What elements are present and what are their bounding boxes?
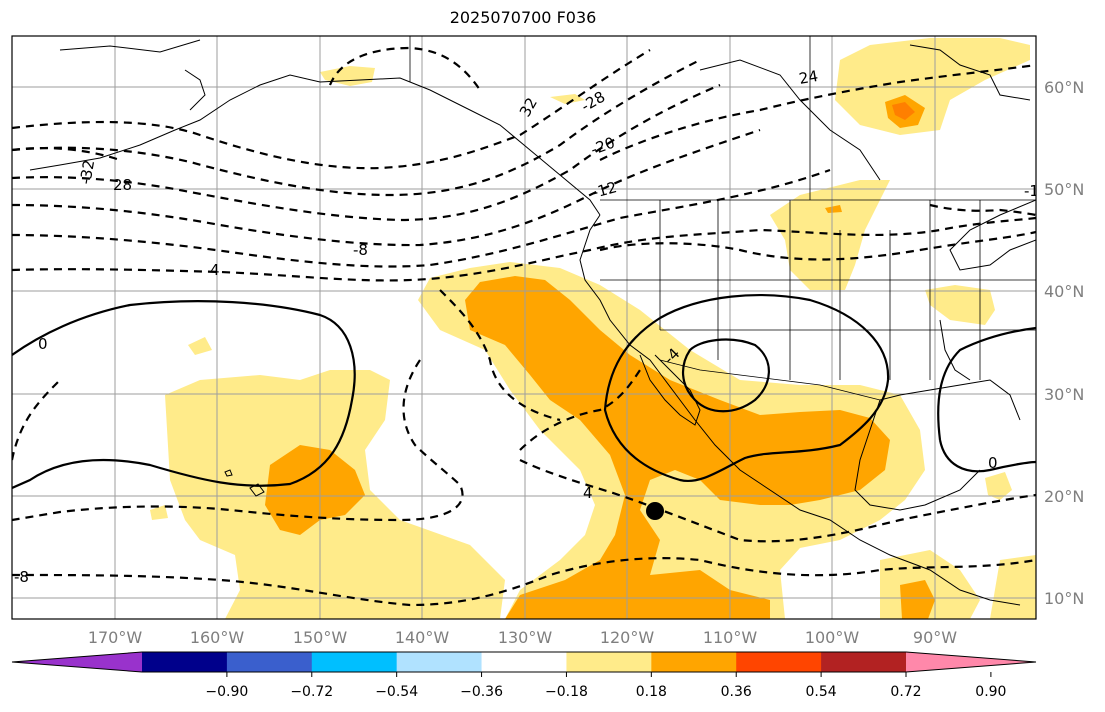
colorbar-segment: [651, 652, 737, 672]
lon-label: 150°W: [293, 628, 348, 647]
contour-label: 4: [583, 484, 593, 502]
lon-label: 90°W: [913, 628, 957, 647]
contour-label: -8: [353, 241, 368, 259]
colorbar-tick-label: 0.72: [890, 684, 921, 700]
storm-position-marker: [646, 502, 664, 520]
lon-label: 160°W: [190, 628, 245, 647]
colorbar-segment: [142, 652, 228, 672]
colorbar-tick-label: 0.90: [975, 684, 1006, 700]
colorbar-tick-label: −0.36: [460, 684, 503, 700]
dashed-contours: [12, 46, 1036, 607]
map-frame: [11, 35, 1037, 620]
colorbar-tick-label: 0.18: [636, 684, 667, 700]
lon-label: 100°W: [805, 628, 860, 647]
longitude-labels: 170°W 160°W 150°W 140°W 130°W 120°W 110°…: [88, 628, 957, 647]
contour-label: 4: [210, 261, 220, 279]
lon-label: 130°W: [498, 628, 553, 647]
colorbar-extend-low: [12, 652, 142, 672]
latitude-labels: 60°N 50°N 40°N 30°N 20°N 10°N: [1044, 78, 1084, 608]
colorbar-segment: [311, 652, 398, 672]
colorbar: −0.90 −0.72 −0.54 −0.36 −0.18 0.18 0.36 0.54 0.7…: [11, 651, 1037, 700]
lat-label: 10°N: [1044, 589, 1084, 608]
contour-label: -32: [76, 158, 98, 185]
contour-label: 24: [798, 67, 820, 88]
colorbar-extend-high: [906, 652, 1036, 672]
lat-label: 30°N: [1044, 385, 1084, 404]
solid-contours: [12, 294, 1036, 490]
map-title: 2025070700 F036: [449, 8, 597, 27]
graticule: [12, 36, 1036, 619]
colorbar-segment: [226, 652, 313, 672]
colorbar-outline: [11, 651, 1037, 673]
lat-label: 50°N: [1044, 180, 1084, 199]
colorbar-tick-label: −0.72: [290, 684, 333, 700]
contour-label: -8: [14, 568, 29, 586]
colorbar-tick-label: 0.54: [806, 684, 837, 700]
lat-label: 60°N: [1044, 78, 1084, 97]
lon-label: 170°W: [88, 628, 143, 647]
contour-label: 28: [113, 176, 132, 194]
contour-label: 0: [38, 335, 48, 353]
lon-label: 140°W: [395, 628, 450, 647]
shading-dark-orange: [892, 102, 915, 120]
coastlines: [29, 39, 1036, 606]
political-borders: [409, 36, 1036, 401]
colorbar-segment: [566, 652, 652, 672]
lat-label: 40°N: [1044, 282, 1084, 301]
lat-label: 20°N: [1044, 487, 1084, 506]
contour-label: 0: [988, 454, 998, 472]
contour-label: -12: [590, 178, 618, 202]
colorbar-segment: [481, 652, 567, 672]
colorbar-tick-label: 0.36: [721, 684, 752, 700]
colorbar-tick-label: −0.18: [545, 684, 588, 700]
colorbar-tick-label: −0.90: [205, 684, 248, 700]
colorbar-segment: [736, 652, 822, 672]
colorbar-segment: [821, 652, 907, 672]
lon-label: 110°W: [703, 628, 758, 647]
colorbar-segment: [396, 652, 483, 672]
colorbar-tick-label: −0.54: [375, 684, 418, 700]
contour-label: -16: [1024, 182, 1049, 200]
lon-label: 120°W: [600, 628, 655, 647]
